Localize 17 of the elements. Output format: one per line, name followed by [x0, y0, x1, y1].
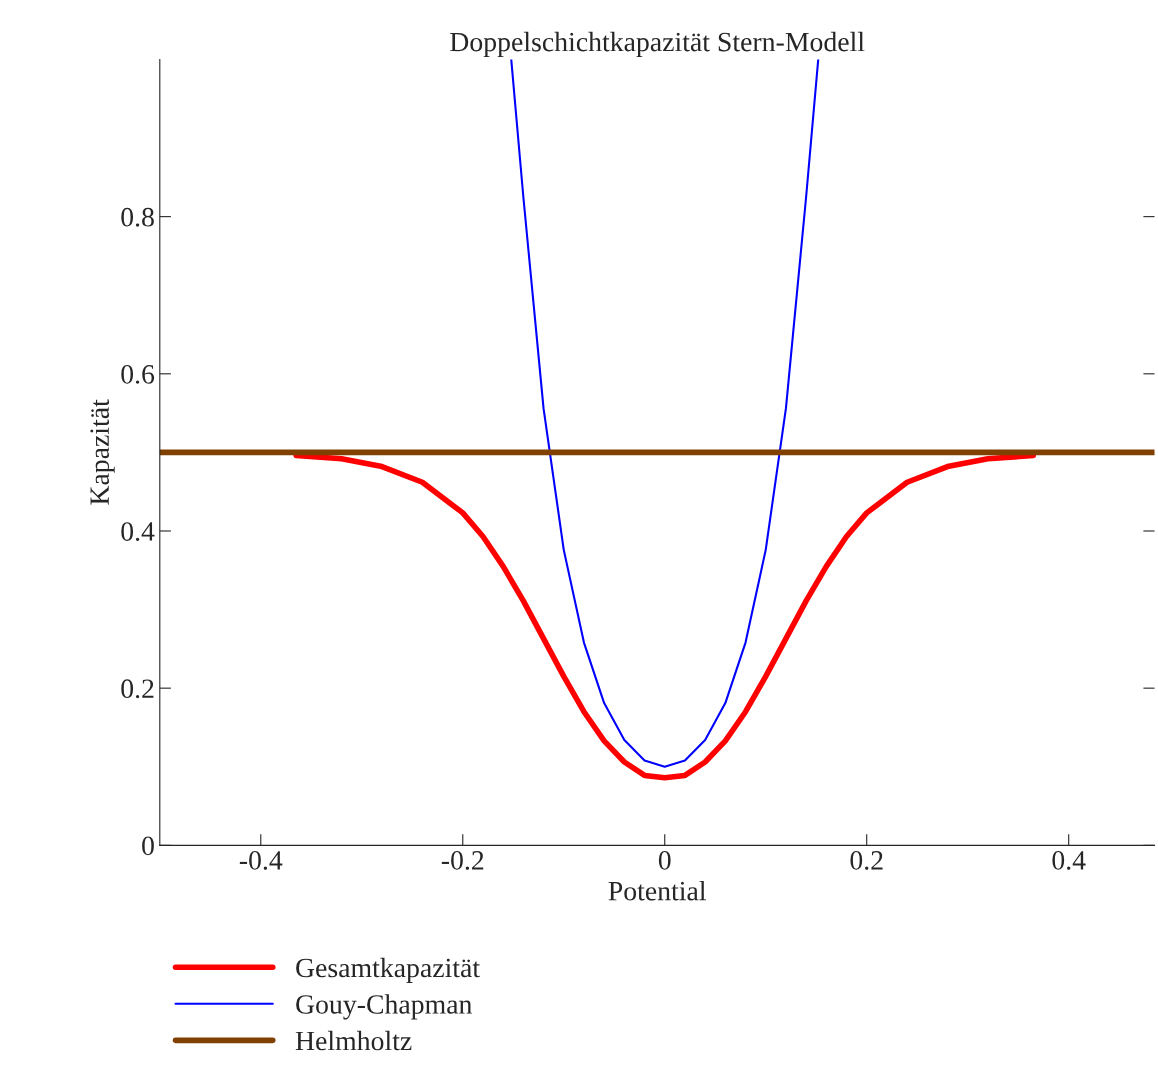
- x-tick-label: 0.2: [850, 851, 883, 870]
- legend-label: Gouy-Chapman: [296, 994, 472, 1020]
- x-axis-title: Potential: [608, 880, 706, 901]
- y-tick-label: 0.6: [121, 364, 155, 384]
- y-axis-title: Kapazität: [90, 399, 115, 505]
- chart-title: Doppelschichtkapazität Stern-Modell: [450, 31, 865, 58]
- x-tick-label: 0: [658, 851, 671, 870]
- x-tick-label: -0.4: [239, 851, 283, 870]
- y-tick-label: 0.8: [121, 207, 154, 227]
- x-tick-label: 0.4: [1052, 851, 1086, 870]
- legend-label: Gesamtkapazität: [296, 957, 480, 983]
- x-tick-label: -0.2: [441, 851, 484, 870]
- line-series: [510, 59, 820, 768]
- y-tick-label: 0.2: [121, 679, 154, 699]
- legend-label: Helmholtz: [295, 1030, 412, 1051]
- y-tick-label: 0.4: [121, 522, 155, 542]
- y-tick-label: 0: [142, 836, 154, 856]
